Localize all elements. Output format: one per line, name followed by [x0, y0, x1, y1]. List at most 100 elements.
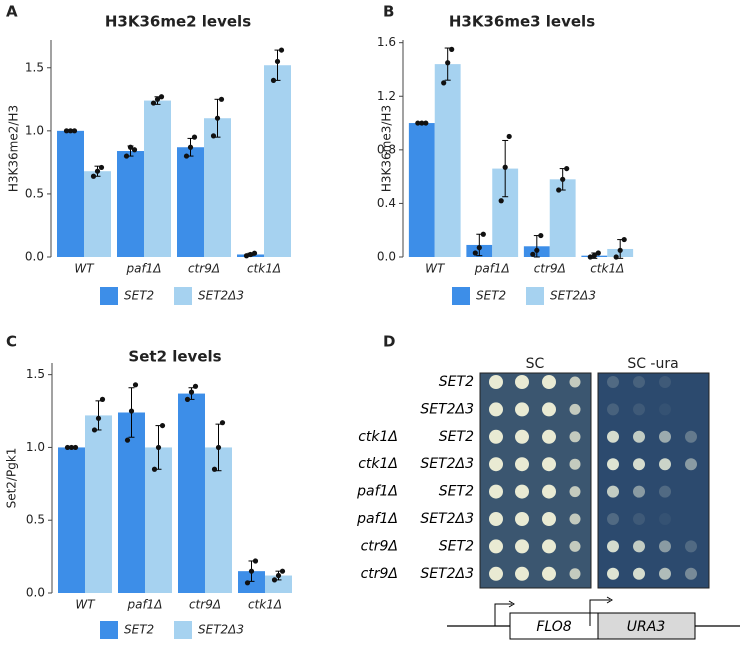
bar — [265, 575, 292, 593]
colony-spot — [659, 458, 671, 471]
data-point — [617, 247, 623, 253]
chart-title: H3K36me2 levels — [105, 13, 251, 31]
data-point — [534, 247, 540, 253]
data-point — [95, 415, 102, 421]
chart-title: H3K36me3 levels — [449, 13, 595, 31]
x-tick-label: WT — [75, 598, 96, 612]
y-tick-label: 1.0 — [25, 123, 44, 137]
colony-spot — [633, 458, 645, 471]
data-point — [184, 396, 191, 402]
data-point — [278, 47, 285, 53]
colony-spot — [489, 375, 503, 389]
colony-spot — [607, 376, 619, 388]
bar — [117, 151, 144, 257]
colony-spot — [659, 403, 671, 416]
data-point — [271, 577, 278, 583]
colony-spot — [515, 429, 529, 444]
strain-genotype: SET2 — [439, 538, 474, 554]
colony-spot — [569, 376, 581, 388]
colony-spot — [685, 430, 697, 443]
y-tick-label: 0.8 — [377, 142, 396, 156]
data-point — [449, 46, 455, 52]
bar — [84, 171, 111, 257]
data-point — [219, 420, 226, 426]
data-point — [621, 236, 627, 243]
colony-spot — [633, 540, 645, 553]
x-tick-label: ctr9Δ — [534, 262, 566, 276]
legend-swatch — [174, 621, 192, 639]
y-tick-label: 1.0 — [26, 440, 45, 454]
colony-spot — [542, 566, 556, 581]
data-point — [99, 396, 106, 402]
colony-spot — [569, 486, 581, 498]
data-point — [98, 164, 105, 171]
colony-spot — [633, 376, 645, 388]
colony-spot — [489, 484, 503, 499]
data-point — [247, 251, 254, 258]
colony-spot — [542, 375, 556, 389]
x-tick-label: paf1Δ — [125, 262, 161, 276]
panel-label: D — [383, 333, 395, 351]
promoter-arrow — [508, 600, 515, 608]
y-axis-label: H3K36me2/H3 — [7, 105, 21, 192]
data-point — [248, 568, 255, 574]
data-point — [68, 444, 75, 451]
y-tick-label: 0.4 — [377, 196, 396, 210]
strain-genotype: SET2Δ3 — [420, 401, 474, 417]
data-point — [154, 96, 161, 102]
strain-background: paf1Δ — [356, 511, 398, 527]
data-point — [91, 427, 98, 433]
strain-genotype: SET2Δ3 — [420, 566, 474, 582]
legend-swatch — [100, 287, 118, 305]
y-tick-label: 1.2 — [377, 89, 396, 103]
panel-label: A — [6, 3, 18, 21]
x-tick-label: ctr9Δ — [189, 598, 221, 612]
y-tick-label: 1.5 — [26, 367, 45, 381]
colony-spot — [659, 540, 671, 553]
colony-spot — [515, 402, 529, 417]
colony-spot — [542, 539, 556, 554]
colony-spot — [569, 431, 581, 443]
data-point — [251, 250, 258, 256]
x-tick-label: paf1Δ — [474, 262, 510, 276]
gene-label: URA3 — [627, 619, 665, 635]
data-point — [158, 94, 165, 100]
bar — [238, 571, 265, 593]
colony-spot — [633, 430, 645, 443]
data-point — [560, 176, 566, 182]
data-point — [244, 580, 251, 586]
colony-spot — [659, 513, 671, 525]
column-header: SC -ura — [627, 356, 678, 372]
colony-spot — [542, 457, 556, 472]
data-point — [591, 253, 597, 259]
data-point — [94, 168, 101, 174]
data-point — [90, 173, 97, 179]
bar — [434, 64, 461, 257]
colony-spot — [515, 375, 529, 389]
bar — [85, 415, 112, 593]
colony-spot — [633, 567, 645, 580]
y-axis-label: H3K36me3/H3 — [380, 105, 394, 192]
strain-background: ctr9Δ — [361, 538, 398, 554]
promoter-arrow — [606, 596, 613, 604]
colony-spot — [633, 485, 645, 498]
data-point — [71, 128, 78, 134]
colony-spot — [515, 484, 529, 499]
data-point — [556, 187, 562, 193]
x-tick-label: ctk1Δ — [247, 262, 281, 276]
data-point — [480, 231, 486, 237]
strain-background: paf1Δ — [356, 484, 398, 500]
colony-spot — [489, 512, 503, 526]
colony-spot — [489, 539, 503, 554]
data-point — [132, 382, 139, 388]
plate — [597, 372, 710, 589]
strain-background: ctk1Δ — [358, 429, 398, 445]
colony-spot — [515, 566, 529, 581]
bar — [145, 447, 172, 593]
gene-label: FLO8 — [536, 619, 571, 635]
y-tick-label: 0.0 — [25, 250, 44, 264]
data-point — [530, 251, 536, 257]
colony-spot — [569, 540, 581, 552]
colony-spot — [515, 512, 529, 526]
bar — [118, 412, 145, 593]
